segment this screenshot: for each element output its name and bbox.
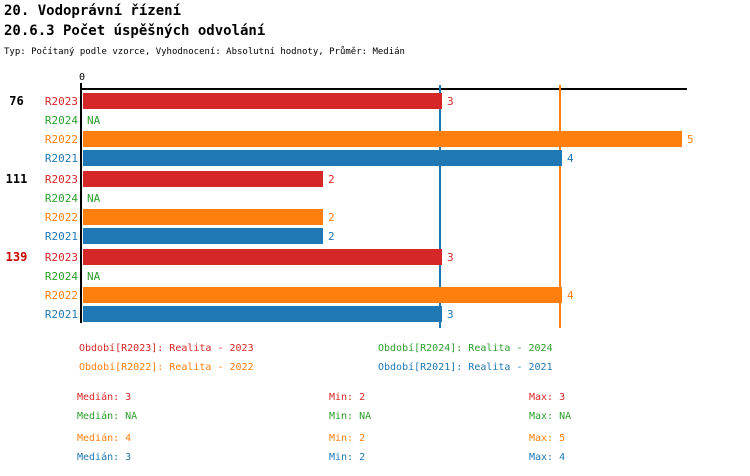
bar-r2021-group1 — [83, 228, 323, 244]
bar-na-label: NA — [87, 114, 101, 127]
stat-median-r2024: Medián: NA — [77, 411, 138, 422]
page-title: 20. Vodoprávní řízení — [4, 3, 182, 19]
bar-na-label: NA — [87, 270, 101, 283]
series-row-label-r2024: R2024 — [44, 192, 78, 205]
median-marker-line-r2022 — [559, 85, 561, 328]
bar-value-label: 3 — [447, 95, 454, 108]
stat-median-r2023: Medián: 3 — [77, 392, 132, 403]
series-row-label-r2022: R2022 — [44, 289, 78, 302]
stat-min-r2023: Min: 2 — [329, 392, 366, 403]
group-label: 111 — [5, 172, 28, 186]
bar-value-label: 2 — [328, 211, 335, 224]
bar-r2023-group0 — [83, 93, 442, 109]
stat-max-r2022: Max: 5 — [529, 433, 566, 444]
stat-median-r2021: Medián: 3 — [77, 452, 132, 463]
series-row-label-r2022: R2022 — [44, 211, 78, 224]
group-label: 76 — [9, 94, 24, 108]
legend-item-r2022: Období[R2022]: Realita - 2022 — [79, 362, 254, 373]
bar-value-label: 4 — [567, 289, 574, 302]
legend-item-r2021: Období[R2021]: Realita - 2021 — [378, 362, 553, 373]
series-row-label-r2022: R2022 — [44, 133, 78, 146]
series-row-label-r2024: R2024 — [44, 270, 78, 283]
bar-value-label: 3 — [447, 251, 454, 264]
x-axis-tick-zero: 0 — [78, 72, 86, 83]
legend-item-r2024: Období[R2024]: Realita - 2024 — [378, 343, 553, 354]
stat-min-r2022: Min: 2 — [329, 433, 366, 444]
bar-value-label: 2 — [328, 173, 335, 186]
bar-r2023-group1 — [83, 171, 323, 187]
group-label: 139 — [5, 250, 28, 264]
bar-value-label: 4 — [567, 152, 574, 165]
legend-item-r2023: Období[R2023]: Realita - 2023 — [79, 343, 254, 354]
series-row-label-r2023: R2023 — [44, 173, 78, 186]
median-marker-line-r2021 — [439, 85, 441, 328]
series-row-label-r2021: R2021 — [44, 230, 78, 243]
series-row-label-r2021: R2021 — [44, 308, 78, 321]
bar-na-label: NA — [87, 192, 101, 205]
stat-max-r2021: Max: 4 — [529, 452, 566, 463]
bar-r2022-group2 — [83, 287, 562, 303]
stat-median-r2022: Medián: 4 — [77, 433, 132, 444]
x-axis-line — [82, 88, 687, 90]
stat-max-r2023: Max: 3 — [529, 392, 566, 403]
bar-r2021-group2 — [83, 306, 442, 322]
bar-value-label: 2 — [328, 230, 335, 243]
y-axis-line — [80, 83, 82, 323]
series-row-label-r2023: R2023 — [44, 95, 78, 108]
series-row-label-r2024: R2024 — [44, 114, 78, 127]
bar-r2022-group1 — [83, 209, 323, 225]
series-row-label-r2023: R2023 — [44, 251, 78, 264]
stat-max-r2024: Max: NA — [529, 411, 572, 422]
series-row-label-r2021: R2021 — [44, 152, 78, 165]
bar-value-label: 5 — [687, 133, 694, 146]
stat-min-r2024: Min: NA — [329, 411, 372, 422]
bar-value-label: 3 — [447, 308, 454, 321]
stat-min-r2021: Min: 2 — [329, 452, 366, 463]
indicator-meta-line: Typ: Počítaný podle vzorce, Vyhodnocení:… — [4, 47, 405, 57]
bar-r2022-group0 — [83, 131, 682, 147]
bar-r2021-group0 — [83, 150, 562, 166]
indicator-subtitle: 20.6.3 Počet úspěšných odvolání — [4, 23, 266, 39]
bar-r2023-group2 — [83, 249, 442, 265]
